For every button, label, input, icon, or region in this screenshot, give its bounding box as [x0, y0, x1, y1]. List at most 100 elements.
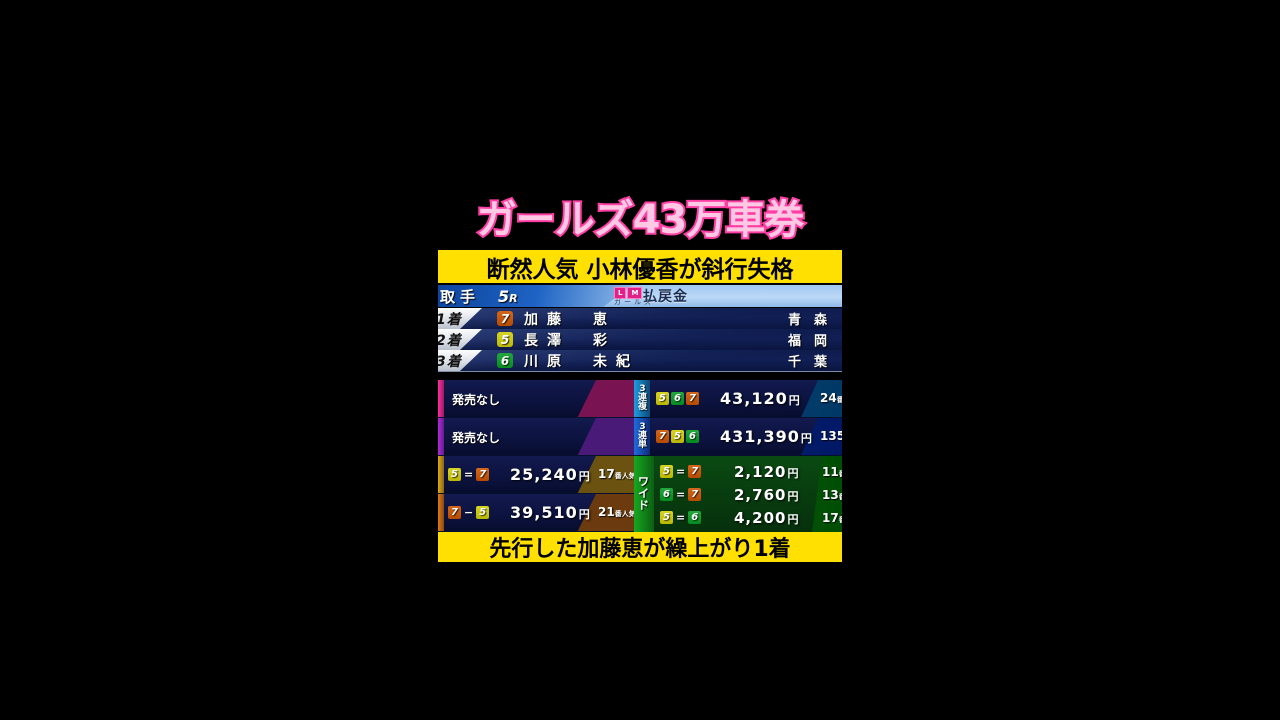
popularity-rank: 17	[822, 511, 839, 525]
payout-popularity: 135番	[820, 429, 842, 443]
bet-number-tile: 7	[686, 392, 699, 405]
result-prefecture: 福岡	[787, 334, 840, 349]
payout-heading: 払戻金	[643, 289, 688, 305]
payout-currency: 円	[788, 394, 801, 407]
bet-number-tile: 6	[686, 430, 699, 443]
bet-number-tile: 7	[476, 468, 490, 481]
payout-not-sold-label: 発売なし	[452, 393, 501, 407]
bet-number-tile: 5	[448, 468, 461, 481]
result-prefecture: 千葉	[787, 355, 840, 370]
payout-currency: 円	[800, 432, 813, 445]
bet-combination: 7−5	[448, 506, 490, 519]
headline-text: ガールズ43万車券	[475, 197, 807, 243]
bet-number-tile: 6	[688, 511, 702, 524]
popularity-rank: 24	[820, 391, 837, 405]
result-row: 2着 5 長澤 彩福岡	[438, 329, 842, 350]
payout-amount: 43,120円	[720, 389, 801, 408]
bet-number-tile: 7	[448, 506, 461, 519]
badge-l-icon: L	[614, 287, 627, 299]
payout-amount: 25,240円	[510, 465, 591, 484]
payout-currency: 円	[787, 490, 800, 503]
payout-not-sold-label: 発売なし	[452, 431, 501, 445]
bet-combination-separator: =	[464, 468, 474, 481]
race-grade-badges: L M	[614, 287, 643, 299]
bet-combination-separator: =	[676, 465, 686, 478]
bet-number-tile: 5	[476, 506, 490, 519]
venue-name: 取手	[440, 287, 481, 306]
popularity-suffix: 番	[839, 470, 842, 478]
bet-combination-separator: −	[464, 506, 474, 519]
bet-number-tile: 7	[656, 430, 669, 443]
payout-amount-value: 39,510	[510, 503, 578, 522]
payout-amount: 2,760円	[734, 486, 799, 504]
subhead-block: 断然人気 小林優香が斜行失格	[438, 250, 842, 283]
payout-amount: 4,200円	[734, 509, 799, 527]
video-frame: ガールズ43万車券 断然人気 小林優香が斜行失格 取手 5R L M ガールズ	[438, 0, 842, 720]
result-row: 3着 6 川原 未紀 千葉	[438, 350, 842, 371]
bet-number-tile: 6	[671, 392, 684, 405]
payout-row-left: 発売なし	[438, 380, 634, 417]
popularity-rank: 21	[598, 505, 615, 519]
payout-amount-value: 2,120	[734, 463, 787, 481]
result-bib-number: 5	[497, 332, 513, 347]
payout-column-right: 3連複56743,120円24番3連単756431,390円135番ワイド5=7…	[634, 380, 842, 532]
payout-popularity: 21番人気	[598, 505, 634, 519]
payout-currency: 円	[787, 513, 800, 526]
popularity-rank: 135	[820, 429, 842, 443]
result-bib-number: 6	[497, 353, 513, 368]
payout-popularity: 17番	[822, 511, 842, 525]
payout-row-left: 5 = 7 25,240円 17番人気	[438, 456, 634, 493]
payout-amount: 39,510円	[510, 503, 591, 522]
bet-combination-separator: =	[676, 488, 686, 501]
payout-row-left: 発売なし	[438, 418, 634, 455]
payout-amount: 2,120円	[734, 463, 799, 481]
bet-number-tile: 5	[671, 430, 684, 443]
video-panel: ガールズ43万車券 断然人気 小林優香が斜行失格 取手 5R L M ガールズ	[438, 0, 842, 720]
payout-popularity: 24番	[820, 391, 842, 405]
payout-currency: 円	[787, 467, 800, 480]
race-ruby-text: ガールズ	[614, 298, 654, 306]
race-header-bar: 取手 5R L M ガールズ 払戻金	[438, 285, 842, 307]
race-header-blue-wedge: 取手 5R	[438, 285, 633, 307]
bet-combination: 6 = 7	[660, 488, 702, 501]
payout-table: 発売なし 発売なし 5 = 7 25,240円 17番人気 7−5 39,510円 21番人気 3…	[438, 380, 842, 532]
payout-amount-value: 25,240	[510, 465, 578, 484]
bet-number-tile: 7	[688, 465, 702, 478]
payout-column-left: 発売なし 発売なし 5 = 7 25,240円 17番人気 7−5 39,510円 21番人気	[438, 380, 634, 532]
subhead-text: 断然人気 小林優香が斜行失格	[486, 256, 794, 283]
bet-combination: 5 = 7	[448, 468, 490, 481]
payout-currency: 円	[578, 508, 591, 521]
headline-block: ガールズ43万車券	[438, 190, 842, 250]
payout-amount-value: 4,200	[734, 509, 787, 527]
bet-combination-separator: =	[676, 511, 686, 524]
payout-row-right: 3連単 756 431,390円 135番	[634, 418, 842, 455]
result-rider-name: 川原 未紀	[524, 353, 639, 370]
bet-combination: 5 = 6	[660, 511, 702, 524]
badge-m-icon: M	[627, 287, 643, 299]
result-row-divider	[438, 371, 842, 372]
payout-popularity: 17番人気	[598, 467, 634, 481]
payout-popularity: 11番	[822, 465, 842, 479]
payout-currency: 円	[578, 470, 591, 483]
bet-number-tile: 6	[660, 488, 673, 501]
popularity-suffix: 番	[836, 396, 842, 404]
payout-amount-value: 43,120	[720, 389, 788, 408]
bet-combination: 5 = 7	[660, 465, 702, 478]
result-rider-name: 長澤 彩	[524, 332, 616, 349]
result-rider-name: 加藤 恵	[524, 311, 616, 328]
bet-number-tile: 5	[656, 392, 669, 405]
popularity-rank: 17	[598, 467, 615, 481]
result-bib-number: 7	[497, 311, 513, 326]
bet-number-tile: 5	[660, 511, 673, 524]
caption-block: 先行した加藤恵が繰上がり1着	[438, 532, 842, 562]
payout-popularity: 13番	[822, 488, 842, 502]
popularity-suffix: 番人気	[614, 472, 634, 480]
popularity-suffix: 番	[839, 516, 842, 524]
payout-amount-value: 431,390	[720, 427, 800, 446]
